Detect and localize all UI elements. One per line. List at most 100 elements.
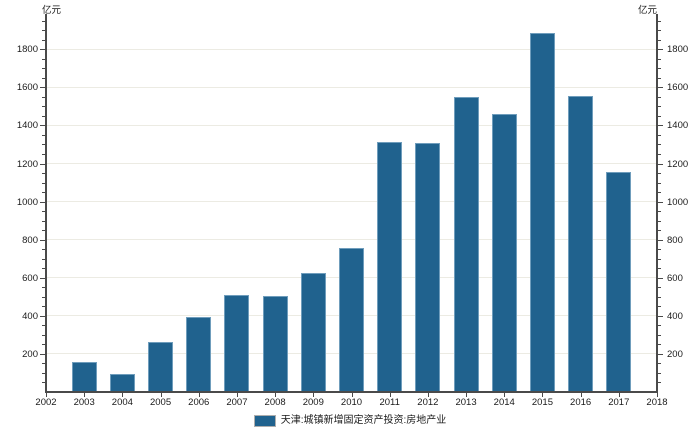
y-minor-tick-left-100 [42,372,45,374]
x-tick-2004 [122,393,124,397]
y-minor-tick-left-1650 [42,77,45,79]
y-minor-tick-right-1350 [658,134,661,136]
y-tick-label-right-1200: 1200 [667,158,689,170]
y-minor-tick-right-500 [658,296,661,298]
bar-2007 [224,295,250,392]
y-major-tick-left-800 [40,239,45,241]
gridline-1400 [47,124,656,126]
y-major-tick-left-1400 [40,125,45,127]
x-tick-label-2010: 2010 [340,397,363,408]
y-minor-tick-left-1750 [42,58,45,60]
y-minor-tick-right-1450 [658,115,661,117]
y-major-tick-left-200 [40,353,45,355]
y-minor-tick-right-1900 [658,30,661,32]
y-minor-tick-left-500 [42,296,45,298]
y-minor-tick-right-1850 [658,39,661,41]
y-major-tick-left-1000 [40,201,45,203]
x-tick-2007 [236,393,238,397]
y-minor-tick-left-1300 [42,144,45,146]
y-major-tick-right-1400 [658,125,663,127]
y-major-tick-right-200 [658,353,663,355]
y-major-tick-right-800 [658,239,663,241]
y-minor-tick-right-1300 [658,144,661,146]
y-tick-label-right-1000: 1000 [667,196,689,208]
y-major-tick-right-1200 [658,163,663,165]
y-minor-tick-right-1700 [658,68,661,70]
y-tick-label-right-1400: 1400 [667,120,689,132]
bar-2006 [186,317,212,392]
y-minor-tick-right-50 [658,382,661,384]
y-tick-label-right-800: 800 [667,234,683,246]
gridline-1000 [47,201,656,203]
x-tick-2018 [657,393,658,397]
y-minor-tick-right-550 [658,287,661,289]
y-minor-tick-left-1900 [42,30,45,32]
x-tick-2017 [618,393,620,397]
bar-2012 [415,143,441,392]
bar-2013 [453,97,479,392]
gridline-1600 [47,86,656,88]
bar-2008 [262,296,288,392]
y-minor-tick-left-150 [42,363,45,365]
x-tick-2011 [389,393,391,397]
bar-2010 [339,248,364,392]
y-tick-label-left-1400: 1400 [16,120,38,132]
x-tick-label-2014: 2014 [493,397,515,408]
x-tick-label-2005: 2005 [149,397,172,408]
y-major-tick-left-1600 [40,87,45,89]
x-tick-label-2003: 2003 [73,397,95,408]
y-minor-tick-left-1700 [42,68,45,70]
y-minor-tick-left-650 [42,268,45,270]
y-minor-tick-left-550 [42,287,45,289]
y-minor-tick-right-100 [658,372,661,374]
y-minor-tick-left-1950 [42,20,45,22]
x-tick-2016 [580,393,582,397]
x-axis [45,391,658,393]
x-tick-2013 [466,393,468,397]
x-tick-label-2004: 2004 [111,397,133,408]
x-tick-2005 [160,393,162,397]
x-tick-label-2002: 2002 [35,397,57,408]
y-minor-tick-left-1350 [42,134,45,136]
bar-2014 [491,114,517,392]
y-minor-tick-left-700 [42,258,45,260]
y-tick-label-left-1800: 1800 [16,44,38,56]
y-minor-tick-left-1150 [42,173,45,175]
y-minor-tick-right-1750 [658,58,661,60]
y-minor-tick-right-900 [658,220,661,222]
x-tick-label-2016: 2016 [570,397,592,408]
x-tick-label-2011: 2011 [379,397,400,408]
y-major-tick-right-1600 [658,87,663,89]
x-tick-label-2012: 2012 [417,397,439,408]
bar-2017 [606,171,632,392]
y-minor-tick-left-900 [42,220,45,222]
x-tick-2006 [198,393,200,397]
y-minor-tick-left-1250 [42,153,45,155]
gridline-800 [47,239,656,241]
y-major-tick-left-1800 [40,49,45,51]
y-minor-tick-right-1100 [658,182,661,184]
gridline-1200 [47,163,656,164]
y-minor-tick-right-350 [658,325,661,327]
x-tick-label-2008: 2008 [264,397,286,408]
y-minor-tick-right-700 [658,258,661,260]
bar-2011 [377,142,403,392]
y-minor-tick-left-950 [42,211,45,213]
bar-2016 [568,96,594,392]
y-axis-unit-label-right: 亿元 [637,5,657,16]
y-tick-label-left-1000: 1000 [16,196,38,208]
y-minor-tick-right-150 [658,363,661,365]
x-tick-2003 [84,393,86,397]
x-tick-2010 [351,393,353,397]
y-tick-label-left-800: 800 [22,234,38,246]
y-major-tick-right-1800 [658,49,663,51]
y-minor-tick-left-1100 [42,182,45,184]
y-tick-label-right-1600: 1600 [667,82,689,94]
y-minor-tick-right-1650 [658,77,661,79]
bar-2009 [300,272,326,392]
x-tick-label-2009: 2009 [302,397,324,408]
y-tick-label-left-200: 200 [22,348,38,360]
bar-2004 [109,374,135,392]
y-tick-label-left-400: 400 [22,310,38,322]
y-major-tick-left-600 [40,277,45,279]
